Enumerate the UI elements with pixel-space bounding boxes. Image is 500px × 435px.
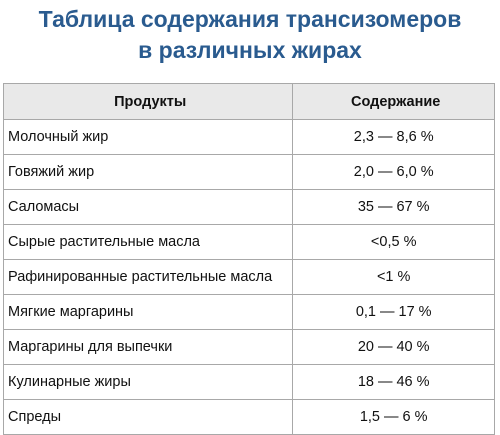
product-cell: Саломасы	[2, 189, 294, 225]
product-cell: Сырые растительные масла	[2, 224, 294, 260]
product-cell: Спреды	[2, 399, 294, 435]
product-cell: Рафинированные растительные масла	[2, 259, 294, 295]
content-cell: 2,0 — 6,0 %	[292, 154, 495, 190]
table-row: Рафинированные растительные масла <1 %	[2, 259, 495, 295]
product-cell: Мягкие маргарины	[2, 294, 294, 330]
trans-isomer-table: Продукты Содержание Молочный жир 2,3 — 8…	[2, 83, 495, 435]
page-title: Таблица содержания трансизомеров в разли…	[0, 4, 500, 66]
table-row: Кулинарные жиры 18 — 46 %	[2, 364, 495, 400]
product-cell: Молочный жир	[2, 119, 294, 155]
title-line-2: в различных жирах	[138, 37, 362, 63]
content-cell: <0,5 %	[292, 224, 495, 260]
content-cell: 35 — 67 %	[292, 189, 495, 225]
product-cell: Кулинарные жиры	[2, 364, 294, 400]
header-products: Продукты	[2, 83, 294, 120]
content-cell: 2,3 — 8,6 %	[292, 119, 495, 155]
content-cell: 18 — 46 %	[292, 364, 495, 400]
title-line-1: Таблица содержания трансизомеров	[38, 6, 462, 32]
table-row: Молочный жир 2,3 — 8,6 %	[2, 119, 495, 155]
table-row: Спреды 1,5 — 6 %	[2, 399, 495, 435]
content-cell: 0,1 — 17 %	[292, 294, 495, 330]
product-cell: Говяжий жир	[2, 154, 294, 190]
content-cell: 1,5 — 6 %	[292, 399, 495, 435]
product-cell: Маргарины для выпечки	[2, 329, 294, 365]
table-header-row: Продукты Содержание	[2, 83, 495, 120]
table-row: Говяжий жир 2,0 — 6,0 %	[2, 154, 495, 190]
content-cell: 20 — 40 %	[292, 329, 495, 365]
table-row: Саломасы 35 — 67 %	[2, 189, 495, 225]
header-content: Содержание	[292, 83, 495, 120]
table-row: Маргарины для выпечки 20 — 40 %	[2, 329, 495, 365]
table-row: Сырые растительные масла <0,5 %	[2, 224, 495, 260]
table-row: Мягкие маргарины 0,1 — 17 %	[2, 294, 495, 330]
content-cell: <1 %	[292, 259, 495, 295]
